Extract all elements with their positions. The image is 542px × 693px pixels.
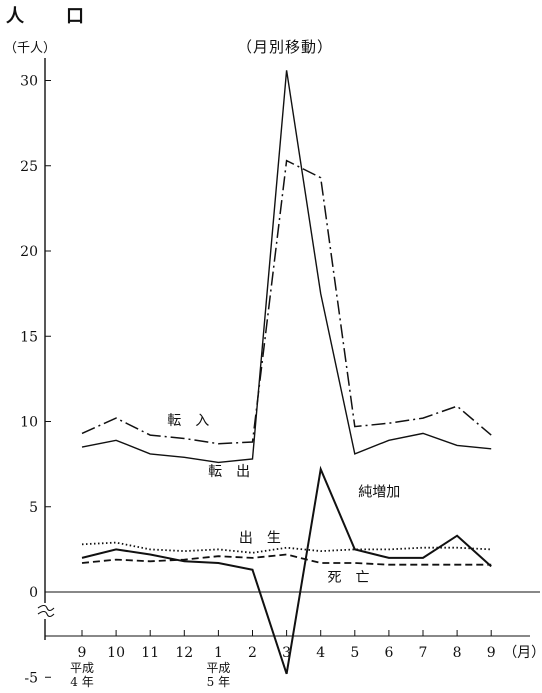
series-label-1: 転 出	[208, 464, 250, 480]
x-tick-label: 1	[214, 645, 223, 661]
y-tick-label: 5	[29, 500, 38, 516]
x-tick-label: 12	[175, 645, 193, 661]
y-axis-unit-label: （千人）	[4, 41, 56, 56]
series-line-1	[81, 70, 492, 464]
series-label-0: 転 入	[167, 413, 209, 429]
series-line-2	[81, 465, 492, 675]
series-line-0	[81, 159, 492, 445]
x-axis-unit-label: （月）	[503, 645, 542, 661]
y-tick-label: 0	[29, 585, 38, 601]
series-label-4: 死 亡	[328, 570, 370, 586]
axis-break-mark	[36, 603, 55, 619]
series-line-4	[81, 553, 492, 566]
y-tick-label: 15	[20, 329, 38, 345]
era-label: 5 年	[207, 675, 230, 689]
x-tick-label: 2	[248, 645, 257, 661]
x-tick-label: 9	[487, 645, 496, 661]
y-tick-label: 10	[20, 415, 38, 431]
x-tick-label: 9	[78, 645, 87, 661]
x-tick-label: 11	[141, 645, 159, 661]
chart-title: 人 口	[6, 6, 86, 27]
x-tick-label: 5	[350, 645, 359, 661]
x-tick-label: 8	[453, 645, 462, 661]
y-tick-label: 20	[20, 244, 38, 260]
era-label: 4 年	[70, 675, 93, 689]
series-label-2: 純増加	[358, 485, 400, 501]
x-tick-label: 4	[316, 645, 325, 661]
series-line-3	[81, 541, 492, 554]
y-tick-label: 25	[20, 159, 38, 175]
y-tick-label: 30	[20, 74, 38, 90]
x-tick-label: 3	[282, 645, 291, 661]
series-label-3: 出 生	[239, 531, 281, 547]
chart-subtitle: （月別移動）	[237, 38, 333, 56]
x-tick-label: 6	[384, 645, 393, 661]
y-axis-ticks: 30 25 20 15 10 5 0 -5	[20, 74, 51, 686]
era-label: 平成	[70, 661, 94, 675]
era-label: 平成	[206, 661, 230, 675]
x-tick-label: 10	[107, 645, 125, 661]
x-tick-label: 7	[419, 645, 428, 661]
y-tick-label: -5	[24, 670, 38, 686]
series-lines	[81, 70, 492, 675]
